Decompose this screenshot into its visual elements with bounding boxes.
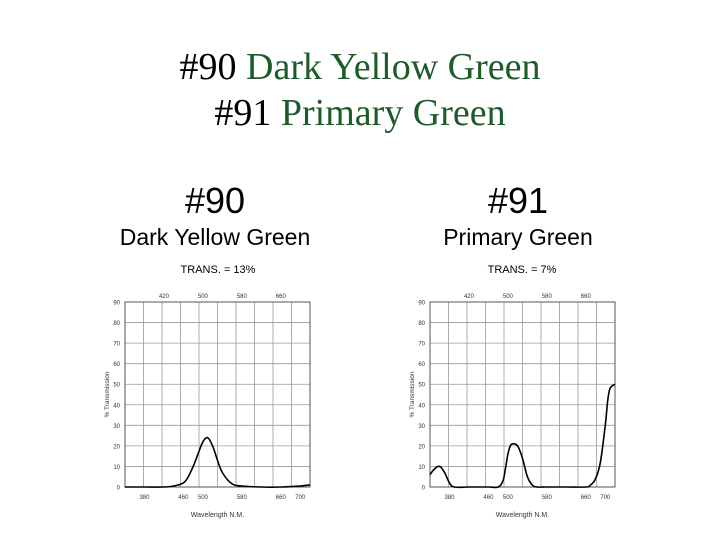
y-tick-label: 30 xyxy=(113,424,120,430)
y-tick-label: 60 xyxy=(113,362,120,368)
transmission-curve xyxy=(429,383,616,489)
y-axis-label: % Transmission xyxy=(104,371,111,417)
panel-name: Dark Yellow Green xyxy=(119,224,311,250)
slide-title-number-90: #90 xyxy=(179,46,237,88)
x-tick-label-top: 500 xyxy=(503,294,514,300)
x-tick-label-bottom: 500 xyxy=(198,495,209,501)
slide-title-name-90: Dark Yellow Green xyxy=(246,46,541,88)
x-tick-label-bottom: 460 xyxy=(178,495,189,501)
x-tick-label-bottom: 660 xyxy=(276,495,287,501)
x-tick-label-bottom: 460 xyxy=(483,495,494,501)
y-tick-label: 10 xyxy=(418,465,425,471)
x-tick-label-bottom: 660 xyxy=(581,495,592,501)
x-tick-label-top: 660 xyxy=(276,294,287,300)
y-tick-label: 10 xyxy=(113,465,120,471)
slide-title-line-1: #90 Dark Yellow Green xyxy=(0,44,720,90)
slide-title: #90 Dark Yellow Green #91 Primary Green xyxy=(0,44,720,136)
panel-number: #90 xyxy=(184,180,246,221)
y-tick-label: 20 xyxy=(113,444,120,450)
x-tick-label-bottom: 580 xyxy=(237,495,248,501)
panel-number: #91 xyxy=(487,180,549,221)
plot-frame xyxy=(429,301,616,488)
slide-title-line-2: #91 Primary Green xyxy=(0,90,720,136)
y-tick-label: 40 xyxy=(113,403,120,409)
y-tick-label: 20 xyxy=(418,444,425,450)
y-tick-label: 70 xyxy=(418,342,425,348)
x-tick-label-top: 660 xyxy=(581,294,592,300)
y-tick-label: 0 xyxy=(117,486,121,492)
x-axis-label: Wavelength N.M. xyxy=(191,512,244,519)
slide-title-number-91: #91 xyxy=(214,92,272,134)
slide-title-name-91: Primary Green xyxy=(280,92,506,134)
trans-annotation: TRANS. = 7% xyxy=(487,264,557,276)
y-tick-label: 40 xyxy=(418,403,425,409)
x-tick-label-top: 580 xyxy=(542,294,553,300)
x-tick-label-top: 420 xyxy=(464,294,475,300)
y-tick-label: 80 xyxy=(418,321,425,327)
y-tick-label: 80 xyxy=(113,321,120,327)
y-tick-label: 60 xyxy=(418,362,425,368)
y-tick-label: 90 xyxy=(113,301,120,307)
plot-frame xyxy=(124,301,311,488)
y-tick-label: 50 xyxy=(113,383,120,389)
x-tick-label-bottom: 380 xyxy=(444,495,455,501)
x-tick-label-bottom: 580 xyxy=(542,495,553,501)
y-axis-label: % Transmission xyxy=(409,371,416,417)
x-tick-label-bottom: 700 xyxy=(600,495,611,501)
x-tick-label-bottom: 500 xyxy=(503,495,514,501)
y-tick-label: 50 xyxy=(418,383,425,389)
x-tick-label-bottom: 700 xyxy=(295,495,306,501)
x-tick-label-bottom: 380 xyxy=(139,495,150,501)
trans-annotation: TRANS. = 13% xyxy=(180,264,256,276)
y-tick-label: 0 xyxy=(422,486,426,492)
y-tick-label: 70 xyxy=(113,342,120,348)
transmission-chart-90: 0 10 20 30 40 50 60 70 80 90 380 460 500 580 660 700 420… xyxy=(104,294,311,519)
panel-name: Primary Green xyxy=(443,224,593,250)
y-tick-label: 90 xyxy=(418,301,425,307)
x-tick-label-top: 500 xyxy=(198,294,209,300)
x-tick-label-top: 420 xyxy=(159,294,170,300)
x-tick-label-top: 580 xyxy=(237,294,248,300)
transmission-curve xyxy=(124,436,311,488)
y-tick-label: 30 xyxy=(418,424,425,430)
transmission-chart-91: 0 10 20 30 40 50 60 70 80 90 380 460 500 580 660 700 420… xyxy=(409,294,616,519)
x-axis-label: Wavelength N.M. xyxy=(496,512,549,519)
